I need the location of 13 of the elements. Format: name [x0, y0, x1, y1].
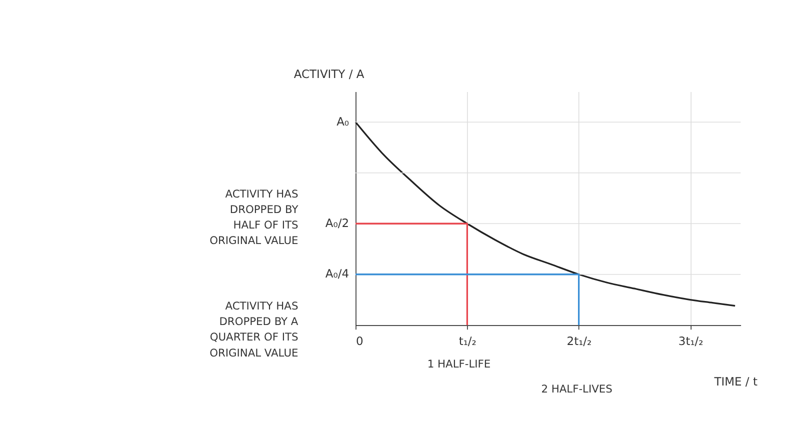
y-axis-title: ACTIVITY / A: [294, 67, 364, 82]
text: ACTIVITY HAS DROPPED BY A QUARTER OF ITS ORIGINAL VALUE: [210, 300, 299, 360]
ref-line-label: A₀/4: [325, 266, 350, 281]
ref-line-label: A₀/2: [325, 216, 350, 230]
x-tick-label: 2t₁/₂: [566, 334, 592, 348]
annotation: 1 HALF-LIFE: [427, 358, 491, 371]
x-axis-title: TIME / t: [713, 374, 758, 388]
x-tick-label: 0: [356, 334, 364, 348]
text: 2 HALF-LIVES: [541, 382, 613, 396]
x-tick-label: t₁/₂: [458, 334, 476, 348]
x-tick-label: 3t₁/₂: [678, 334, 704, 348]
ref-line-label: A₀: [336, 114, 350, 128]
text: ACTIVITY HAS DROPPED BY HALF OF ITS ORIGINAL VALUE: [210, 187, 299, 248]
